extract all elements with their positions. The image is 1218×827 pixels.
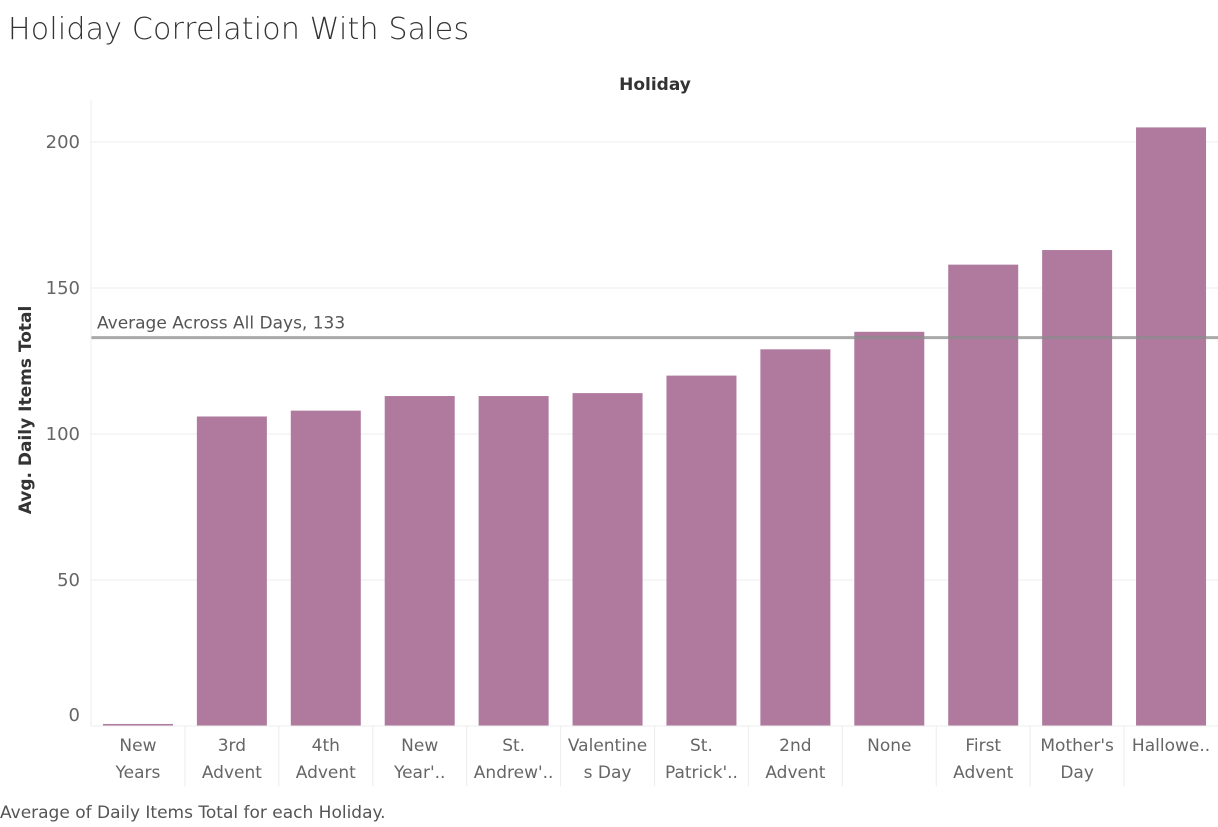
chart-caption: Average of Daily Items Total for each Ho… <box>0 803 386 823</box>
bar[interactable] <box>290 410 361 726</box>
y-axis: 0 50 100 150 200 Avg. Daily Items Total <box>16 100 92 726</box>
bar[interactable] <box>1042 250 1113 727</box>
x-tick-label: None <box>867 736 911 756</box>
bar[interactable] <box>760 349 831 726</box>
y-axis-title: Avg. Daily Items Total <box>16 306 36 515</box>
bars <box>102 127 1207 727</box>
x-tick-label: New Year'.. <box>393 736 445 783</box>
x-tick-label: 2nd Advent <box>765 736 825 783</box>
x-tick-label: St. Patrick'.. <box>665 736 738 783</box>
y-tick-label: 200 <box>46 132 80 153</box>
x-tick-label: Hallowe.. <box>1132 736 1210 756</box>
bar[interactable] <box>666 375 737 726</box>
x-tick-label: First Advent <box>953 736 1013 783</box>
reference-line-group: Average Across All Days, 133 <box>91 314 1218 340</box>
x-tick-label: 3rd Advent <box>202 736 262 783</box>
x-axis: Holiday New Years 3rd Advent 4th Advent New Year… <box>91 75 1218 786</box>
bar[interactable] <box>102 723 173 726</box>
bar[interactable] <box>196 416 267 726</box>
reference-line-label: Average Across All Days, 133 <box>97 314 345 334</box>
x-axis-title: Holiday <box>619 75 691 95</box>
x-tick-label: St. Andrew'.. <box>474 736 554 783</box>
y-tick-label: 150 <box>46 278 80 299</box>
bar[interactable] <box>478 396 549 726</box>
x-tick-label: Valentine s Day <box>568 736 647 783</box>
x-tick-label: New Years <box>115 736 161 783</box>
bar[interactable] <box>948 264 1019 726</box>
bar[interactable] <box>854 331 925 726</box>
x-tick-label: Mother's Day <box>1040 736 1114 783</box>
x-tick-label: 4th Advent <box>296 736 356 783</box>
chart-title: Holiday Correlation With Sales <box>8 12 470 47</box>
y-tick-label: 0 <box>69 705 80 726</box>
bar[interactable] <box>1136 127 1207 726</box>
y-tick-label: 50 <box>57 570 80 591</box>
bar[interactable] <box>384 396 455 726</box>
bar[interactable] <box>572 393 643 726</box>
y-tick-label: 100 <box>46 424 80 445</box>
